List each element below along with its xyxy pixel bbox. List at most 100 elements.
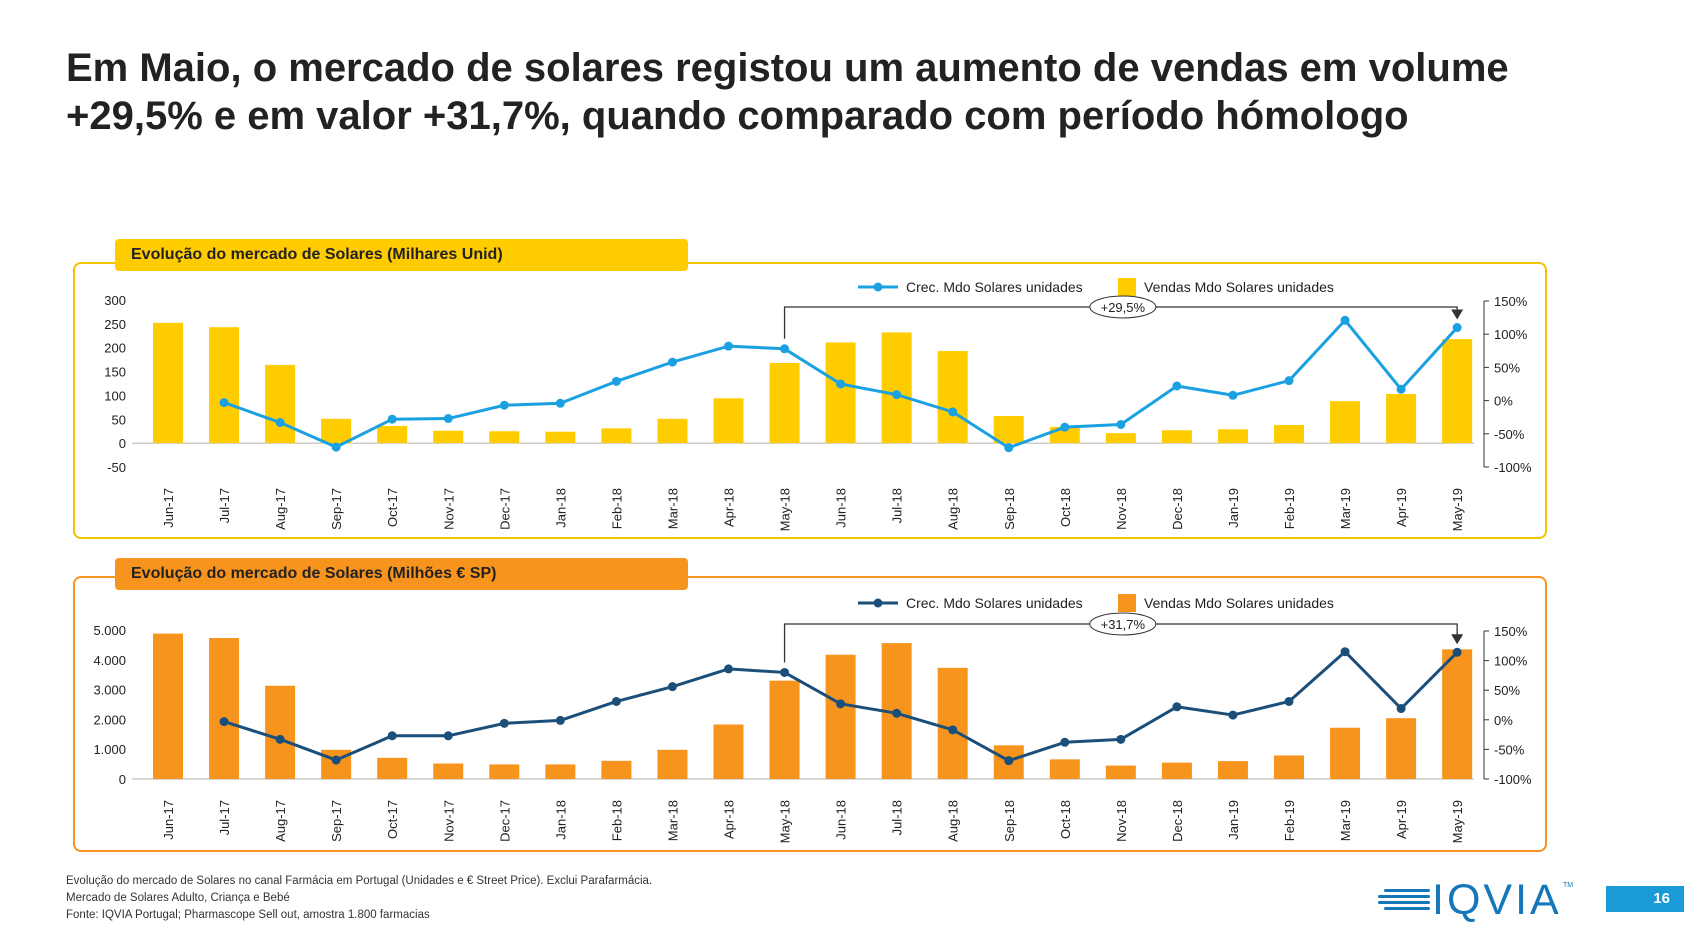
x-tick-label: Feb-19 xyxy=(1282,488,1297,529)
y2-tick-label: 50% xyxy=(1494,683,1520,698)
x-tick-label: Dec-17 xyxy=(497,488,512,530)
legend-line-marker xyxy=(873,598,883,608)
y-tick-label: 2.000 xyxy=(93,712,126,727)
x-tick-label: Nov-18 xyxy=(1114,800,1129,842)
growth-point xyxy=(1116,420,1126,430)
growth-point xyxy=(780,344,790,354)
chart-title-units: Evolução do mercado de Solares (Milhares… xyxy=(115,239,688,271)
growth-point xyxy=(219,717,229,727)
growth-point xyxy=(1284,696,1294,706)
x-tick-label: Jul-17 xyxy=(217,800,232,835)
x-tick-label: Apr-18 xyxy=(722,800,737,839)
footer-notes: Evolução do mercado de Solares no canal … xyxy=(66,873,652,924)
growth-point xyxy=(1452,323,1462,333)
bar xyxy=(1049,759,1080,779)
bar xyxy=(825,342,856,444)
y2-tick-label: 50% xyxy=(1494,360,1520,375)
growth-point xyxy=(1060,737,1070,747)
legend-line-label: Crec. Mdo Solares unidades xyxy=(906,595,1083,611)
x-tick-label: Aug-17 xyxy=(273,488,288,530)
x-tick-label: Dec-18 xyxy=(1170,488,1185,530)
growth-point xyxy=(275,734,285,744)
growth-point xyxy=(443,414,453,424)
growth-point xyxy=(555,398,565,408)
logo-trademark: TM xyxy=(1563,882,1574,889)
growth-point xyxy=(499,718,509,728)
growth-point xyxy=(1228,390,1238,400)
growth-point xyxy=(611,376,621,386)
x-tick-label: Sep-18 xyxy=(1002,488,1017,530)
growth-point xyxy=(724,341,733,351)
bar xyxy=(713,398,744,444)
y2-tick-label: -50% xyxy=(1494,427,1525,442)
x-tick-label: May-18 xyxy=(778,488,793,531)
x-tick-label: Apr-19 xyxy=(1394,488,1409,527)
x-tick-label: Jun-17 xyxy=(161,488,176,528)
bar xyxy=(265,364,296,444)
growth-point xyxy=(331,442,341,452)
y2-tick-label: 0% xyxy=(1494,713,1513,728)
growth-point xyxy=(1284,376,1294,386)
bar xyxy=(321,418,352,444)
y2-tick-label: 100% xyxy=(1494,327,1528,342)
x-tick-label: Mar-18 xyxy=(665,488,680,529)
x-tick-label: Jan-19 xyxy=(1226,800,1241,840)
growth-point xyxy=(892,390,902,400)
bar xyxy=(713,724,744,779)
legend: Crec. Mdo Solares unidades Vendas Mdo Sol… xyxy=(858,594,1334,612)
bar xyxy=(1105,433,1136,444)
x-tick-label: Nov-17 xyxy=(441,800,456,842)
x-tick-label: Oct-17 xyxy=(385,488,400,527)
growth-point xyxy=(948,725,958,735)
bar xyxy=(937,667,968,779)
bar xyxy=(153,322,183,444)
page-number: 16 xyxy=(1606,886,1684,912)
y-tick-label: 5.000 xyxy=(93,623,126,638)
x-tick-label: Jul-17 xyxy=(217,488,232,523)
y-tick-label: 300 xyxy=(104,293,126,308)
x-tick-label: Feb-18 xyxy=(609,488,624,529)
growth-point xyxy=(387,414,397,424)
bar xyxy=(1274,755,1304,779)
bar xyxy=(937,351,968,444)
bar xyxy=(377,425,408,444)
y2-tick-label: 100% xyxy=(1494,654,1528,669)
growth-point xyxy=(499,400,509,410)
growth-point xyxy=(555,715,565,725)
growth-point xyxy=(836,699,846,709)
x-tick-label: Mar-19 xyxy=(1338,488,1353,529)
legend-line-label: Crec. Mdo Solares unidades xyxy=(906,279,1083,295)
x-tick-label: Feb-18 xyxy=(609,800,624,841)
chart-panel-units xyxy=(73,262,1547,539)
yoy-annotation: +31,7% xyxy=(783,612,1464,663)
legend-bar-label: Vendas Mdo Solares unidades xyxy=(1144,279,1334,295)
growth-point xyxy=(667,357,677,367)
footer-line-3: Fonte: IQVIA Portugal; Pharmascope Sell … xyxy=(66,909,430,921)
bar xyxy=(489,764,520,779)
legend-bar-swatch xyxy=(1118,594,1136,612)
secondary-axis: 150% 100% 50% 0% -50% -100% xyxy=(1483,294,1532,475)
x-tick-label: Dec-17 xyxy=(497,800,512,842)
growth-point xyxy=(1116,734,1126,744)
x-tick-label: Jun-18 xyxy=(834,800,849,840)
iqvia-logo: IQVIA TM xyxy=(1378,878,1576,922)
iqvia-lines-icon xyxy=(1378,889,1430,915)
bar xyxy=(209,638,240,779)
x-tick-label: Aug-17 xyxy=(273,800,288,842)
bar xyxy=(1330,727,1361,779)
growth-point xyxy=(275,418,285,428)
legend-line-marker xyxy=(873,282,883,292)
legend: Crec. Mdo Solares unidades Vendas Mdo Sol… xyxy=(858,278,1334,296)
x-tick-label: Sep-18 xyxy=(1002,800,1017,842)
x-tick-label: Jan-18 xyxy=(553,488,568,528)
legend-bar-label: Vendas Mdo Solares unidades xyxy=(1144,595,1334,611)
bar xyxy=(545,764,576,779)
bar xyxy=(657,418,688,444)
bar xyxy=(881,332,912,444)
x-tick-label: Mar-19 xyxy=(1338,800,1353,841)
x-tick-label: Sep-17 xyxy=(329,488,344,530)
bar xyxy=(153,633,183,779)
x-tick-label: Apr-19 xyxy=(1394,800,1409,839)
growth-point xyxy=(836,379,846,389)
